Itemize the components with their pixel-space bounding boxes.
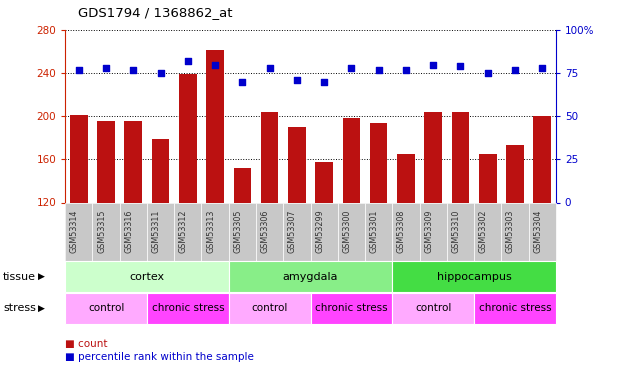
Bar: [124, 121, 142, 332]
Point: [156, 70, 166, 76]
Point: [265, 65, 274, 71]
Text: chronic stress: chronic stress: [152, 303, 224, 313]
Point: [210, 62, 220, 68]
Point: [428, 62, 438, 68]
Point: [455, 63, 465, 69]
Text: GSM53300: GSM53300: [342, 210, 351, 253]
Text: GSM53307: GSM53307: [288, 210, 297, 254]
Text: hippocampus: hippocampus: [437, 272, 512, 282]
Bar: [533, 116, 551, 332]
Text: chronic stress: chronic stress: [479, 303, 551, 313]
Bar: [179, 74, 197, 332]
Point: [101, 65, 111, 71]
Text: GSM53315: GSM53315: [97, 210, 106, 254]
Bar: [369, 123, 388, 332]
Point: [483, 70, 492, 76]
Text: GSM53302: GSM53302: [479, 210, 487, 254]
Bar: [343, 118, 360, 332]
Text: ■ count: ■ count: [65, 339, 107, 349]
Bar: [451, 112, 469, 332]
Text: GSM53304: GSM53304: [533, 210, 542, 253]
Point: [183, 58, 193, 64]
Text: amygdala: amygdala: [283, 272, 338, 282]
Text: ▶: ▶: [38, 304, 45, 313]
Point: [401, 67, 411, 73]
Text: control: control: [88, 303, 124, 313]
Text: GSM53311: GSM53311: [152, 210, 161, 253]
Text: GSM53312: GSM53312: [179, 210, 188, 254]
Point: [374, 67, 384, 73]
Text: GSM53314: GSM53314: [70, 210, 79, 253]
Point: [237, 79, 247, 85]
Text: GSM53303: GSM53303: [506, 210, 515, 253]
Text: GDS1794 / 1368862_at: GDS1794 / 1368862_at: [78, 6, 232, 19]
Bar: [506, 146, 524, 332]
Point: [537, 65, 547, 71]
Bar: [152, 139, 170, 332]
Bar: [97, 121, 115, 332]
Text: control: control: [252, 303, 288, 313]
Text: GSM53301: GSM53301: [369, 210, 379, 253]
Text: ■ percentile rank within the sample: ■ percentile rank within the sample: [65, 352, 254, 362]
Text: stress: stress: [3, 303, 36, 313]
Text: GSM53299: GSM53299: [315, 210, 324, 254]
Bar: [424, 112, 442, 332]
Text: GSM53313: GSM53313: [206, 210, 215, 253]
Bar: [315, 162, 333, 332]
Bar: [261, 112, 278, 332]
Text: control: control: [415, 303, 451, 313]
Text: tissue: tissue: [3, 272, 36, 282]
Text: cortex: cortex: [129, 272, 165, 282]
Text: GSM53306: GSM53306: [261, 210, 270, 253]
Bar: [206, 51, 224, 332]
Text: GSM53308: GSM53308: [397, 210, 406, 253]
Text: ▶: ▶: [38, 272, 45, 281]
Bar: [397, 154, 415, 332]
Point: [510, 67, 520, 73]
Text: GSM53309: GSM53309: [424, 210, 433, 254]
Bar: [288, 127, 306, 332]
Bar: [70, 115, 88, 332]
Text: GSM53310: GSM53310: [451, 210, 460, 253]
Bar: [233, 168, 252, 332]
Point: [292, 77, 302, 83]
Bar: [479, 154, 497, 332]
Point: [319, 79, 329, 85]
Point: [74, 67, 84, 73]
Text: GSM53316: GSM53316: [124, 210, 134, 253]
Point: [347, 65, 356, 71]
Text: GSM53305: GSM53305: [233, 210, 242, 254]
Text: chronic stress: chronic stress: [315, 303, 388, 313]
Point: [129, 67, 138, 73]
